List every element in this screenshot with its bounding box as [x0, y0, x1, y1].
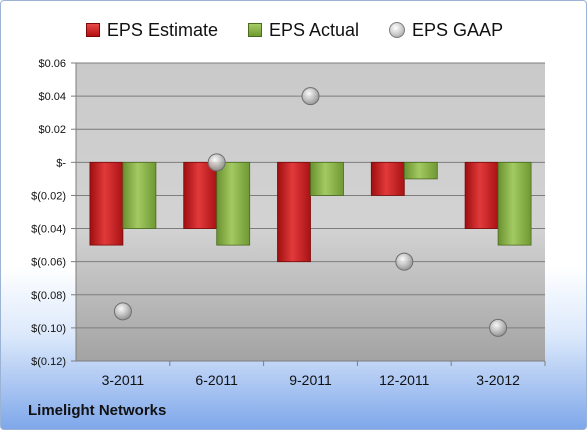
y-tick-label: $(0.12) — [31, 356, 66, 368]
legend-swatch-gaap — [389, 22, 406, 38]
x-tick-label: 6-2011 — [195, 372, 238, 388]
y-tick-label: $0.02 — [38, 124, 66, 136]
bar-eps-actual — [403, 161, 438, 180]
legend-label-gaap: EPS GAAP — [412, 19, 504, 40]
marker-eps-gaap — [395, 252, 414, 271]
bar-eps-actual — [216, 161, 251, 246]
x-tick-label: 3-2011 — [102, 372, 145, 388]
bar-eps-estimate — [464, 161, 499, 229]
marker-eps-gaap — [207, 153, 226, 172]
marker-eps-gaap — [113, 302, 132, 321]
legend-swatch-estimate — [85, 23, 100, 37]
y-tick-label: $0.04 — [38, 91, 66, 103]
bar-eps-estimate — [370, 161, 405, 196]
marker-eps-gaap — [301, 87, 320, 106]
x-tick-label: 3-2012 — [476, 372, 520, 388]
legend-item-eps-estimate: EPS Estimate — [85, 19, 218, 41]
y-tick-label: $0.06 — [38, 58, 66, 70]
y-tick-label: $- — [56, 157, 66, 169]
company-name: Limelight Networks — [28, 402, 167, 419]
legend-label-actual: EPS Actual — [268, 19, 360, 40]
x-tick-label: 12-2011 — [379, 372, 430, 388]
y-tick-label: $(0.06) — [31, 257, 66, 269]
y-tick-label: $(0.02) — [31, 190, 66, 202]
bar-eps-actual — [122, 161, 157, 229]
y-tick-label: $(0.08) — [31, 290, 66, 302]
legend-label-estimate: EPS Estimate — [106, 19, 218, 40]
bar-eps-actual — [310, 161, 344, 196]
x-tick-label: 9-2011 — [289, 372, 332, 388]
legend: EPS Estimate EPS Actual EPS GAAP — [1, 15, 586, 45]
marker-eps-gaap — [489, 318, 508, 337]
bar-eps-estimate — [89, 161, 124, 246]
bar-eps-estimate — [183, 161, 218, 229]
y-tick-label: $(0.04) — [31, 224, 66, 236]
legend-item-eps-actual: EPS Actual — [247, 19, 360, 41]
legend-item-eps-gaap: EPS GAAP — [389, 20, 503, 41]
legend-swatch-actual — [247, 23, 262, 37]
bar-eps-estimate — [277, 161, 311, 263]
y-tick-label: $(0.10) — [31, 323, 66, 335]
bar-eps-actual — [497, 161, 532, 246]
